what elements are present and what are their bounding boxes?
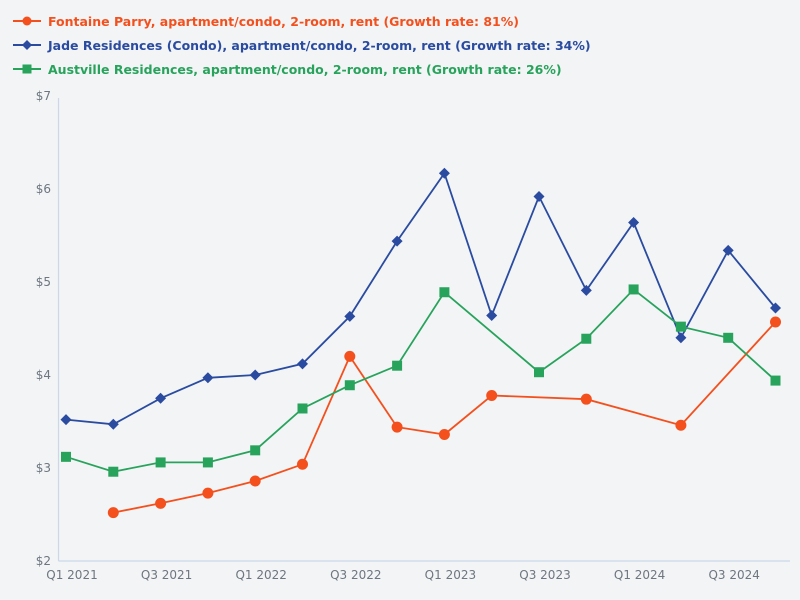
data-point-marker-circle[interactable] — [438, 429, 450, 441]
series-line-2 — [65, 288, 777, 473]
data-point-marker-circle[interactable] — [391, 421, 403, 433]
data-point-marker-square[interactable] — [770, 375, 781, 386]
y-tick-label: $3 — [36, 461, 51, 475]
x-tick-label: Q3 2022 — [330, 568, 381, 582]
data-point-marker-square[interactable] — [675, 321, 686, 332]
data-point-marker-square[interactable] — [439, 287, 450, 298]
data-point-marker-diamond[interactable] — [391, 235, 403, 247]
data-point-marker-square[interactable] — [250, 445, 261, 456]
x-tick-label: Q1 2022 — [235, 568, 286, 582]
data-point-marker-diamond[interactable] — [155, 392, 167, 404]
data-point-marker-diamond[interactable] — [60, 414, 72, 426]
data-point-marker-diamond[interactable] — [770, 302, 781, 314]
data-point-marker-circle[interactable] — [486, 389, 498, 401]
data-point-marker-diamond[interactable] — [202, 372, 214, 384]
data-point-marker-diamond[interactable] — [438, 167, 450, 179]
series-line-0 — [113, 321, 777, 514]
data-point-marker-diamond[interactable] — [249, 369, 261, 381]
data-point-marker-circle[interactable] — [580, 393, 592, 405]
y-tick-label: $2 — [36, 554, 51, 568]
x-tick-label: Q1 2021 — [46, 568, 97, 582]
data-point-marker-square[interactable] — [155, 457, 166, 468]
data-point-marker-diamond[interactable] — [486, 309, 498, 321]
line-chart: $2 $3 $4 $5 $6 $7 Q1 2021 Q3 2021 Q1 2022 Q3 2022… — [0, 88, 800, 600]
data-point-marker-diamond[interactable] — [580, 284, 592, 296]
legend-item-jade-residences[interactable]: Jade Residences (Condo), apartment/condo… — [12, 33, 591, 57]
data-point-marker-circle[interactable] — [297, 458, 308, 470]
data-point-marker-diamond[interactable] — [533, 190, 545, 202]
legend-label-austville-residences: Austville Residences, apartment/condo, 2… — [48, 61, 562, 77]
x-tick-label: Q3 2023 — [519, 568, 570, 582]
legend-item-fontaine-parry[interactable]: Fontaine Parry, apartment/condo, 2-room,… — [12, 9, 591, 33]
legend-circle-marker-icon — [13, 16, 41, 26]
data-point-marker-square[interactable] — [723, 332, 734, 343]
data-point-marker-diamond[interactable] — [297, 358, 308, 370]
data-point-marker-square[interactable] — [108, 466, 119, 477]
data-point-marker-square[interactable] — [392, 360, 403, 371]
data-point-marker-circle[interactable] — [155, 497, 167, 509]
x-tick-label: Q1 2023 — [425, 568, 476, 582]
y-tick-label: $7 — [36, 89, 51, 103]
y-tick-label: $6 — [36, 182, 51, 196]
y-tick-label: $4 — [36, 368, 51, 382]
data-point-marker-square[interactable] — [202, 457, 213, 468]
data-point-marker-square[interactable] — [297, 403, 308, 414]
data-point-marker-diamond[interactable] — [107, 418, 119, 430]
data-point-marker-circle[interactable] — [107, 507, 119, 519]
data-point-marker-circle[interactable] — [249, 475, 261, 487]
data-point-marker-diamond[interactable] — [344, 310, 356, 322]
x-tick-label: Q3 2021 — [141, 568, 192, 582]
legend-item-austville-residences[interactable]: Austville Residences, apartment/condo, 2… — [12, 57, 591, 81]
data-point-marker-square[interactable] — [61, 451, 71, 462]
data-point-marker-square[interactable] — [581, 333, 592, 344]
chart-legend: Fontaine Parry, apartment/condo, 2-room,… — [12, 9, 591, 81]
data-point-marker-circle[interactable] — [344, 350, 356, 362]
data-point-marker-circle[interactable] — [675, 419, 687, 431]
data-point-marker-diamond[interactable] — [722, 244, 734, 256]
legend-diamond-marker-icon — [13, 40, 41, 50]
y-tick-label: $5 — [36, 275, 51, 289]
data-point-marker-diamond[interactable] — [628, 216, 640, 228]
legend-label-jade-residences: Jade Residences (Condo), apartment/condo… — [48, 37, 591, 53]
series-line-1 — [65, 171, 777, 426]
x-tick-label: Q3 2024 — [708, 568, 759, 582]
data-point-marker-square[interactable] — [344, 380, 355, 391]
data-point-marker-circle[interactable] — [770, 316, 781, 328]
x-tick-label: Q1 2024 — [614, 568, 665, 582]
data-point-marker-square[interactable] — [534, 367, 544, 378]
chart-svg: $2 $3 $4 $5 $6 $7 Q1 2021 Q3 2021 Q1 2022 Q3 2022… — [36, 89, 790, 582]
legend-label-fontaine-parry: Fontaine Parry, apartment/condo, 2-room,… — [48, 13, 519, 29]
data-point-marker-square[interactable] — [628, 284, 639, 295]
legend-square-marker-icon — [13, 64, 41, 74]
data-point-marker-diamond[interactable] — [675, 332, 687, 344]
data-point-marker-circle[interactable] — [202, 487, 214, 499]
